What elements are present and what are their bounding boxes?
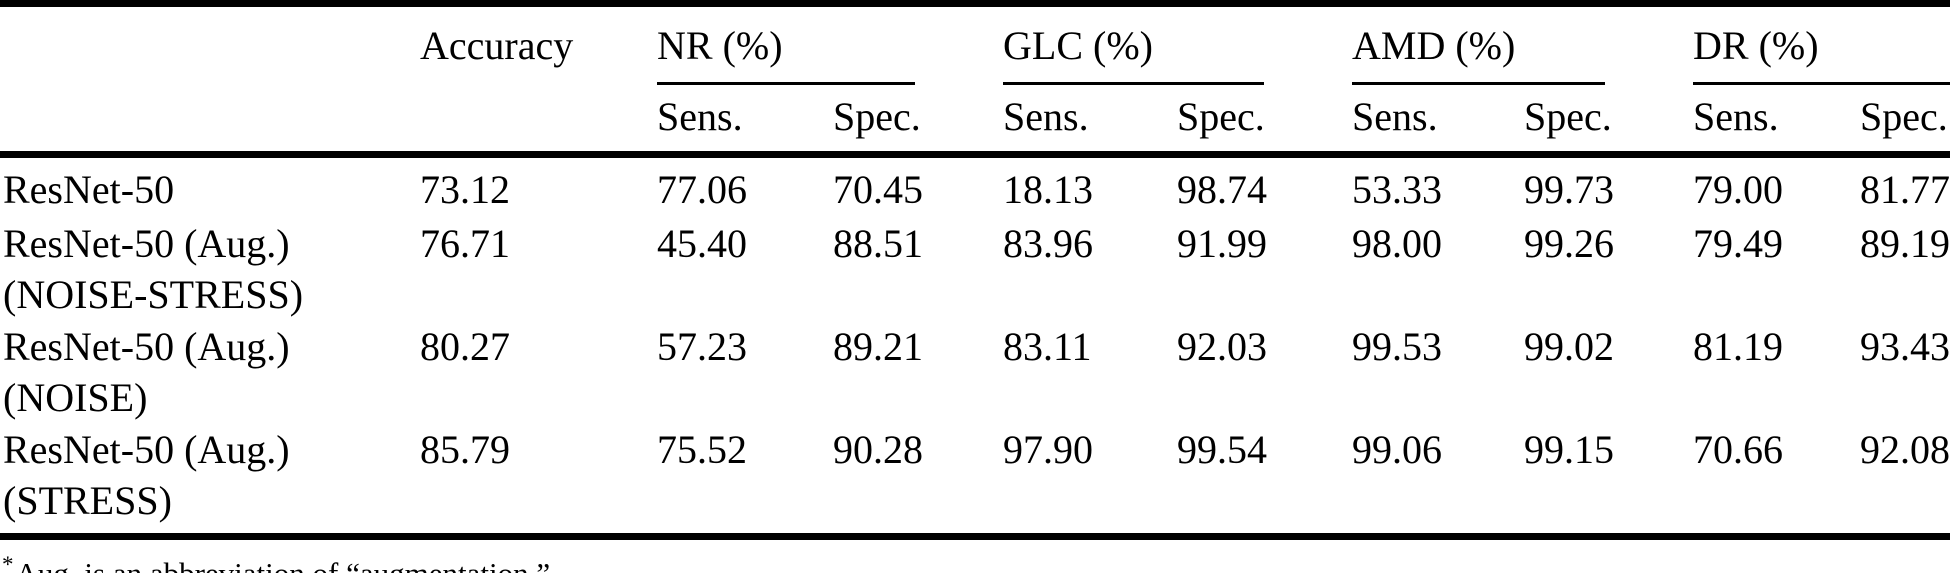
value-cell: 99.02	[1524, 324, 1614, 369]
row-label-line1: ResNet-50 (Aug.)	[3, 427, 290, 472]
value-cell: 57.23	[657, 324, 747, 369]
glc-spec-header: Spec.	[1177, 85, 1352, 158]
value-cell: 92.03	[1177, 324, 1267, 369]
value-cell: 80.27	[420, 324, 510, 369]
group-header-glc: GLC (%)	[1003, 4, 1352, 85]
value-cell: 70.45	[833, 167, 923, 212]
value-cell: 99.73	[1524, 167, 1614, 212]
value-cell: 76.71	[420, 221, 510, 266]
nr-spec-header: Spec.	[833, 85, 1003, 158]
row-label-line2: (STRESS)	[3, 478, 172, 523]
value-cell: 18.13	[1003, 167, 1093, 212]
row-label: ResNet-50	[0, 155, 420, 216]
value-cell: 89.21	[833, 324, 923, 369]
group-header-nr: NR (%)	[657, 4, 1003, 85]
row-label: ResNet-50 (Aug.) (STRESS)	[0, 423, 420, 540]
value-cell: 99.06	[1352, 423, 1524, 540]
group-header-nr-label: NR (%)	[657, 20, 915, 85]
row-label-line1: ResNet-50	[3, 167, 175, 212]
results-table: Accuracy NR (%) GLC (%) AMD (%) DR (%) S…	[0, 0, 1950, 540]
value-cell: 75.52	[657, 423, 833, 540]
value-cell: 83.11	[1003, 324, 1092, 369]
amd-sens-header: Sens.	[1352, 85, 1524, 158]
value-cell: 90.28	[833, 423, 1003, 540]
footnote-asterisk: *	[2, 552, 14, 573]
group-header-row: Accuracy NR (%) GLC (%) AMD (%) DR (%)	[0, 4, 1950, 86]
group-header-glc-label: GLC (%)	[1003, 20, 1264, 85]
group-header-amd-label: AMD (%)	[1352, 20, 1605, 85]
value-cell: 73.12	[420, 167, 510, 212]
value-cell: 93.43	[1860, 324, 1950, 369]
table-row: ResNet-50 (Aug.) (NOISE-STRESS) 76.71 45…	[0, 215, 1950, 320]
row-label-line1: ResNet-50 (Aug.)	[3, 324, 290, 369]
value-cell: 81.77	[1860, 167, 1950, 212]
footnote: *Aug. is an abbreviation of “augmentatio…	[0, 545, 1950, 573]
value-cell: 99.53	[1352, 324, 1442, 369]
spacer-cell	[420, 85, 657, 158]
row-label: ResNet-50 (Aug.) (NOISE-STRESS)	[0, 215, 420, 320]
value-cell: 83.96	[1003, 221, 1093, 266]
value-cell: 77.06	[657, 167, 747, 212]
table-row: ResNet-50 (Aug.) (STRESS) 85.79 75.52 90…	[0, 423, 1950, 540]
column-header-accuracy: Accuracy	[420, 23, 574, 68]
value-cell: 79.00	[1693, 167, 1783, 212]
value-cell: 92.08	[1860, 423, 1950, 540]
table-row: ResNet-50 73.12 77.06 70.45 18.13 98.74 …	[0, 155, 1950, 216]
value-cell: 91.99	[1177, 221, 1267, 266]
footnote-text: Aug. is an abbreviation of “augmentation…	[16, 556, 551, 573]
value-cell: 99.54	[1177, 423, 1352, 540]
value-cell: 97.90	[1003, 423, 1177, 540]
value-cell: 89.19	[1860, 221, 1950, 266]
row-label-line2: (NOISE)	[3, 375, 148, 420]
value-cell: 88.51	[833, 221, 923, 266]
group-header-dr: DR (%)	[1693, 4, 1950, 85]
value-cell: 99.26	[1524, 221, 1614, 266]
group-header-dr-label: DR (%)	[1693, 20, 1950, 85]
value-cell: 79.49	[1693, 221, 1783, 266]
value-cell: 98.00	[1352, 221, 1442, 266]
spacer-cell	[0, 85, 420, 158]
value-cell: 53.33	[1352, 167, 1442, 212]
value-cell: 85.79	[420, 423, 657, 540]
group-header-amd: AMD (%)	[1352, 4, 1693, 85]
amd-spec-header: Spec.	[1524, 85, 1693, 158]
row-label-line1: ResNet-50 (Aug.)	[3, 221, 290, 266]
value-cell: 81.19	[1693, 324, 1783, 369]
spacer-cell	[0, 4, 420, 86]
value-cell: 45.40	[657, 221, 747, 266]
nr-sens-header: Sens.	[657, 85, 833, 158]
table-row: ResNet-50 (Aug.) (NOISE) 80.27 57.23 89.…	[0, 320, 1950, 423]
row-label: ResNet-50 (Aug.) (NOISE)	[0, 320, 420, 423]
subheader-row: Sens. Spec. Sens. Spec. Sens. Spec. Sens…	[0, 85, 1950, 158]
dr-spec-header: Spec.	[1860, 85, 1950, 158]
value-cell: 70.66	[1693, 423, 1860, 540]
row-label-line2: (NOISE-STRESS)	[3, 272, 304, 317]
glc-sens-header: Sens.	[1003, 85, 1177, 158]
value-cell: 99.15	[1524, 423, 1693, 540]
dr-sens-header: Sens.	[1693, 85, 1860, 158]
value-cell: 98.74	[1177, 167, 1267, 212]
